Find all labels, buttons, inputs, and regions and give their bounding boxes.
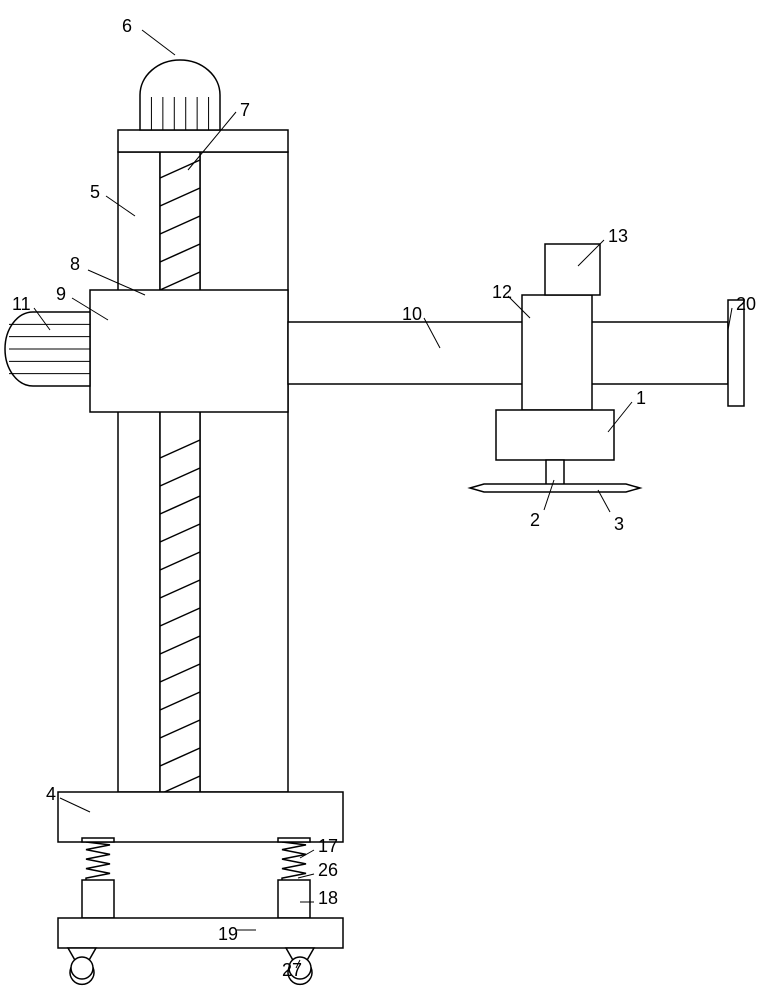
leader-line [598,490,610,512]
callout-label-8: 8 [70,254,80,274]
callout-label-20: 20 [736,294,756,314]
carriage-block [90,290,288,412]
callout-label-9: 9 [56,284,66,304]
spring [86,842,110,880]
column-right [200,152,288,792]
callout-label-1: 1 [636,388,646,408]
callout-label-19: 19 [218,924,238,944]
column-left [118,152,160,792]
lead-screw [160,152,200,792]
column-cap [118,130,288,152]
tool-carrier [522,295,592,410]
horizontal-arm [288,322,728,384]
callout-label-3: 3 [614,514,624,534]
callout-label-17: 17 [318,836,338,856]
engineering-diagram: 67589111013122012341726181927 [0,0,774,1000]
base-plate [58,792,343,842]
callout-label-2: 2 [530,510,540,530]
support-column-1 [278,880,310,918]
callout-label-13: 13 [608,226,628,246]
callout-label-4: 4 [46,784,56,804]
callout-label-18: 18 [318,888,338,908]
top-motor [140,60,220,130]
spring [282,842,306,880]
callout-label-5: 5 [90,182,100,202]
callout-label-27: 27 [282,960,302,980]
tool-base [496,410,614,460]
leader-line [142,30,175,55]
blade [470,484,640,492]
callout-label-10: 10 [402,304,422,324]
callout-label-26: 26 [318,860,338,880]
callout-label-6: 6 [122,16,132,36]
bottom-plate [58,918,343,948]
callout-label-11: 11 [12,294,31,314]
support-column-0 [82,880,114,918]
callout-label-12: 12 [492,282,512,302]
callout-label-7: 7 [240,100,250,120]
